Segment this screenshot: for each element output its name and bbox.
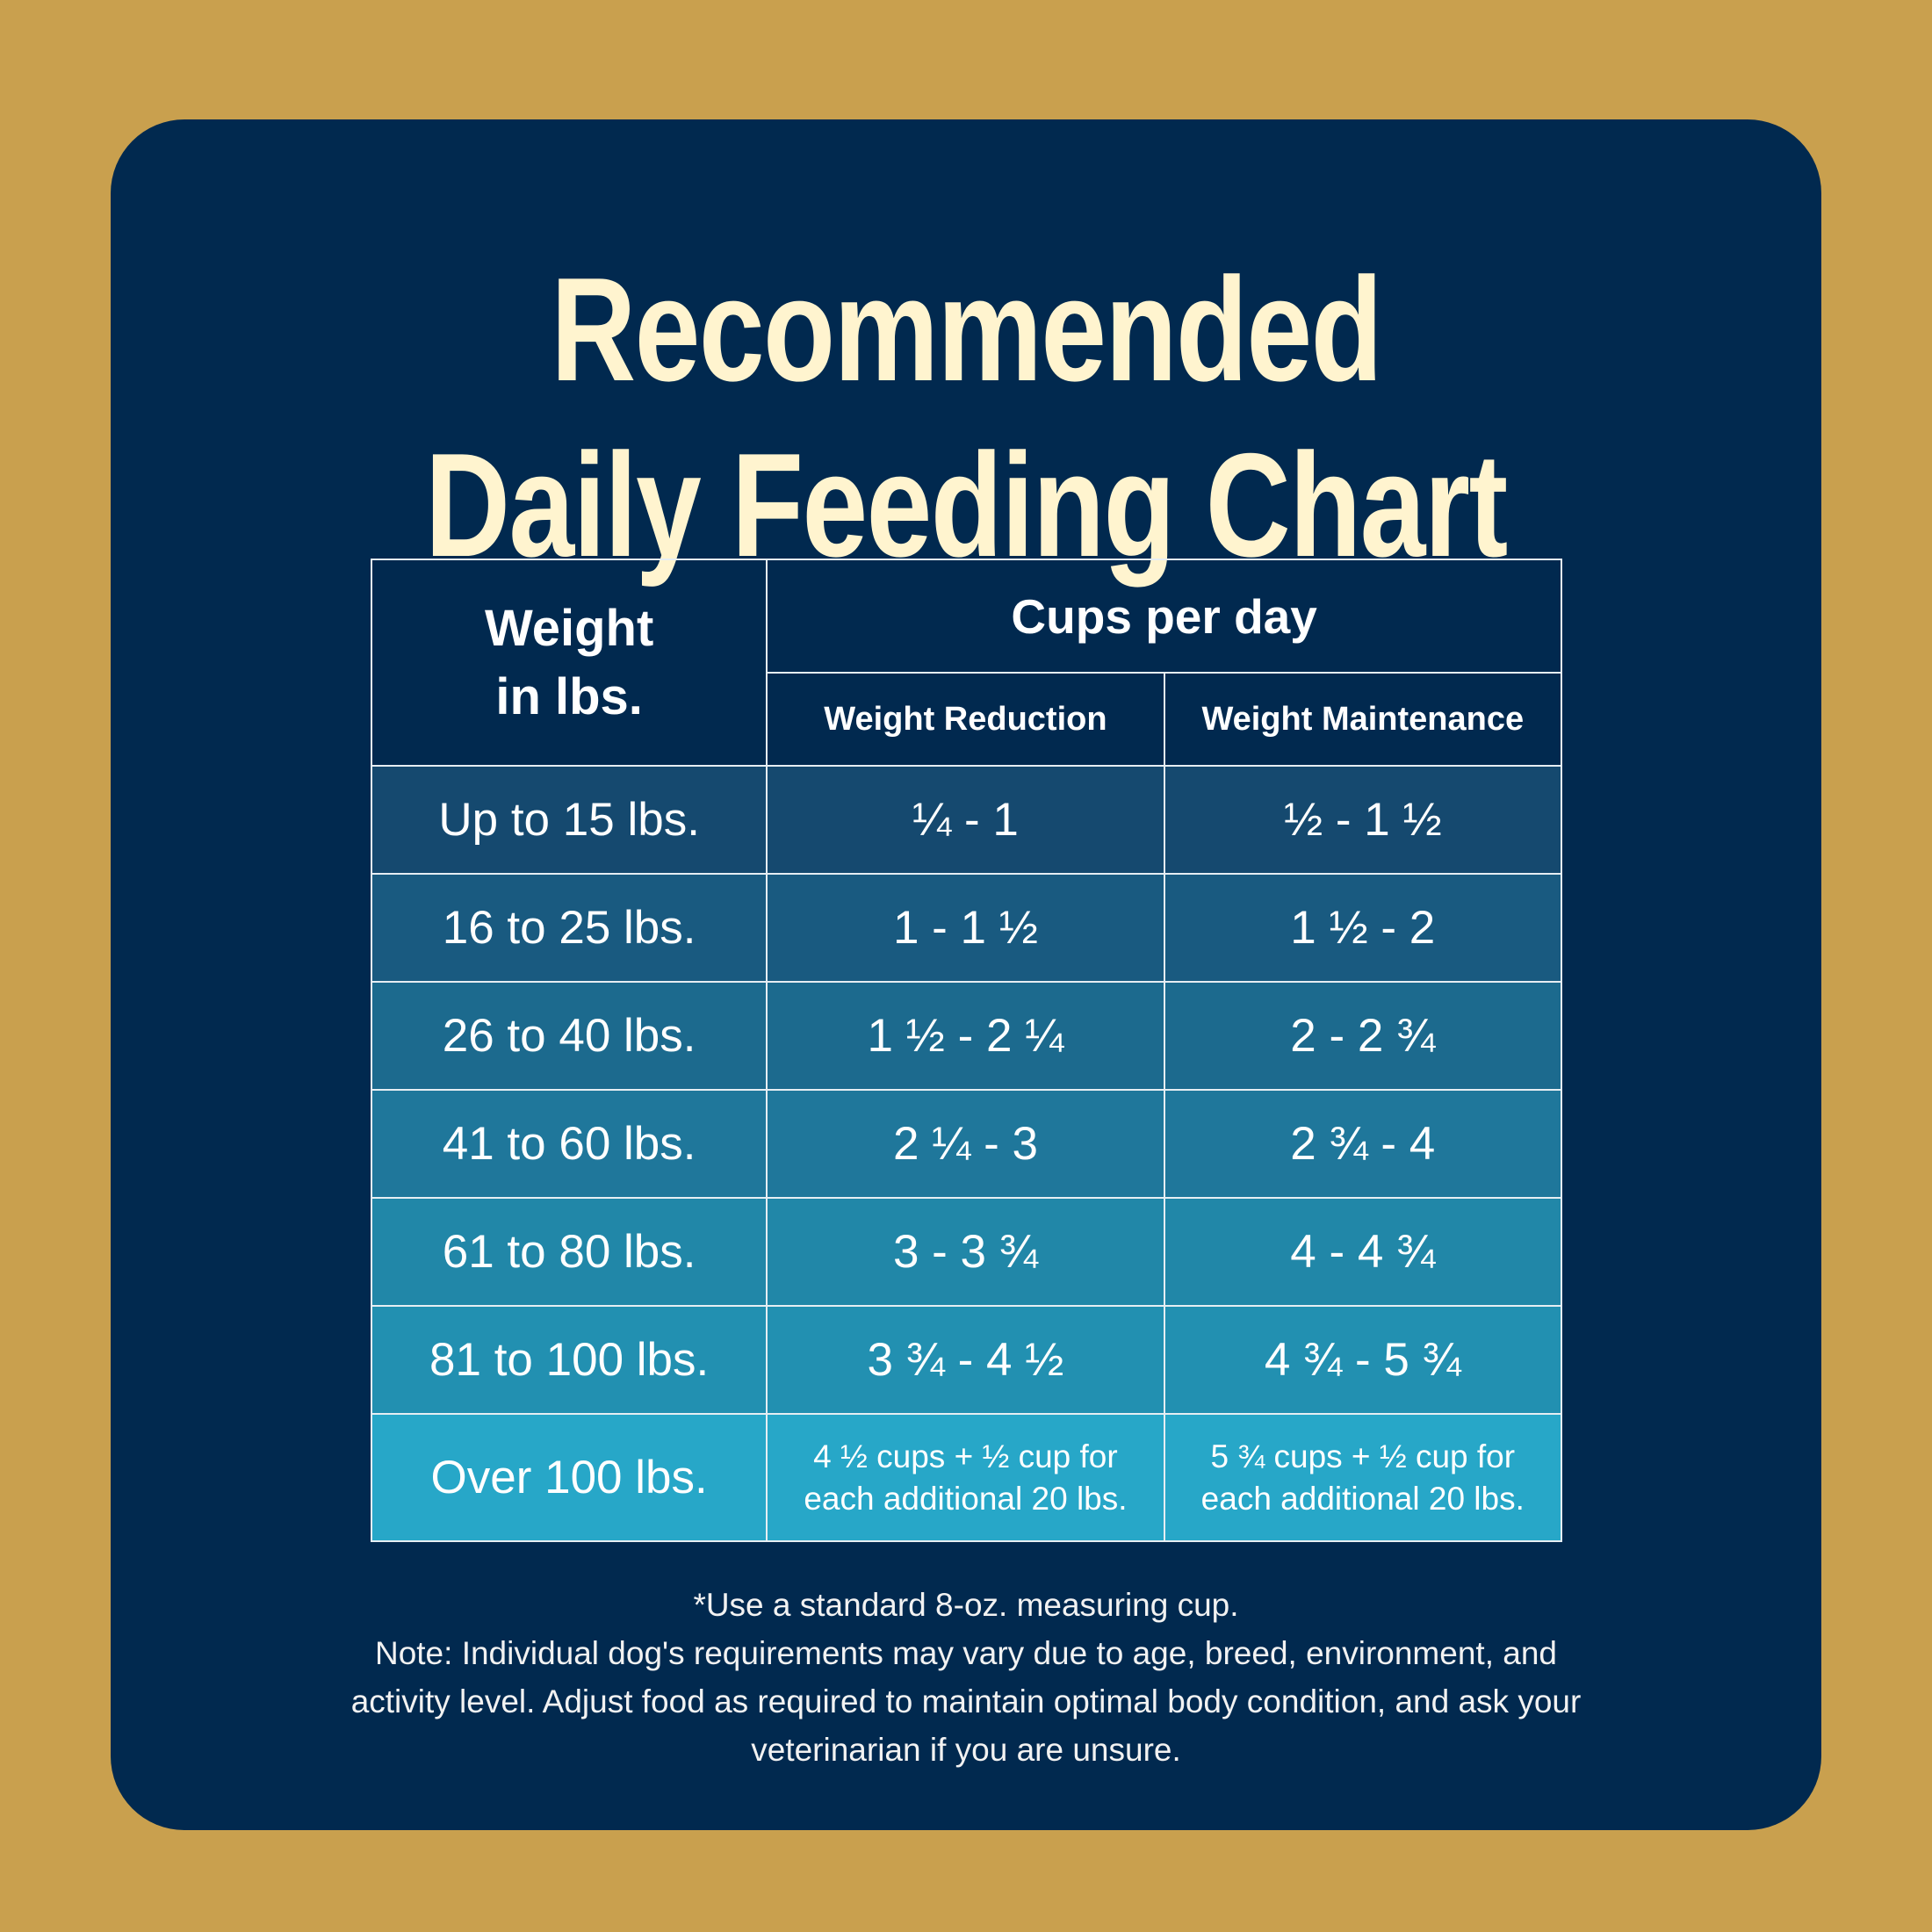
cups-cell: 5 ¾ cups + ½ cup for each additional 20 … bbox=[1163, 1413, 1563, 1542]
weight-header: Weight in lbs. bbox=[370, 559, 768, 767]
table-body: Weight in lbs. Cups per day Weight Reduct… bbox=[370, 559, 1563, 1542]
weight-cell: 26 to 40 lbs. bbox=[370, 981, 768, 1091]
weight-cell: Over 100 lbs. bbox=[370, 1413, 768, 1542]
cups-cell: 4 ¾ - 5 ¾ bbox=[1163, 1305, 1563, 1415]
weight-cell: 41 to 60 lbs. bbox=[370, 1089, 768, 1199]
cups-cell: 2 - 2 ¾ bbox=[1163, 981, 1563, 1091]
weight-cell: 61 to 80 lbs. bbox=[370, 1197, 768, 1307]
feeding-table: Weight in lbs. Cups per day Weight Reduct… bbox=[370, 559, 1563, 1542]
cups-cell: 4 ½ cups + ½ cup for each additional 20 … bbox=[766, 1413, 1165, 1542]
cups-cell: 2 ¼ - 3 bbox=[766, 1089, 1165, 1199]
cups-cell: 3 ¾ - 4 ½ bbox=[766, 1305, 1165, 1415]
cups-cell: 1 ½ - 2 ¼ bbox=[766, 981, 1165, 1091]
column-header: Weight Reduction bbox=[766, 672, 1165, 767]
subheader-row: Weight Reduction Weight Maintenance bbox=[371, 672, 1563, 767]
title-text: Daily Feeding Chart bbox=[425, 422, 1508, 588]
title-line: Recommended bbox=[111, 256, 1821, 403]
weight-cell: 16 to 25 lbs. bbox=[370, 873, 768, 983]
cups-cell: ½ - 1 ½ bbox=[1163, 765, 1563, 875]
weight-cell: Up to 15 lbs. bbox=[370, 765, 768, 875]
notes: *Use a standard 8-oz. measuring cup. Not… bbox=[198, 1581, 1734, 1774]
panel: Recommended Daily Feeding Chart Weight in… bbox=[111, 119, 1821, 1830]
group-header: Cups per day bbox=[766, 559, 1562, 674]
cups-cell: 1 ½ - 2 bbox=[1163, 873, 1563, 983]
weight-cell: 81 to 100 lbs. bbox=[370, 1305, 768, 1415]
cups-cell: 1 - 1 ½ bbox=[766, 873, 1165, 983]
weight-header-line: Weight bbox=[485, 599, 654, 657]
cups-cell: 2 ¾ - 4 bbox=[1163, 1089, 1563, 1199]
note: *Use a standard 8-oz. measuring cup. bbox=[693, 1587, 1239, 1623]
cups-cell: 4 - 4 ¾ bbox=[1163, 1197, 1563, 1307]
cups-cell: ¼ - 1 bbox=[766, 765, 1165, 875]
title-text: Recommended bbox=[551, 247, 1382, 412]
note: Note: Individual dog's requirements may … bbox=[350, 1635, 1582, 1768]
table-row: Over 100 lbs. 4 ½ cups + ½ cup for each a… bbox=[370, 1413, 1563, 1542]
cups-cell: 3 - 3 ¾ bbox=[766, 1197, 1165, 1307]
column-header: Weight Maintenance bbox=[1163, 672, 1563, 767]
weight-header-line: in lbs. bbox=[495, 667, 643, 725]
header-row: Weight in lbs. Cups per day bbox=[370, 559, 1562, 767]
title-line: Daily Feeding Chart bbox=[111, 431, 1821, 579]
